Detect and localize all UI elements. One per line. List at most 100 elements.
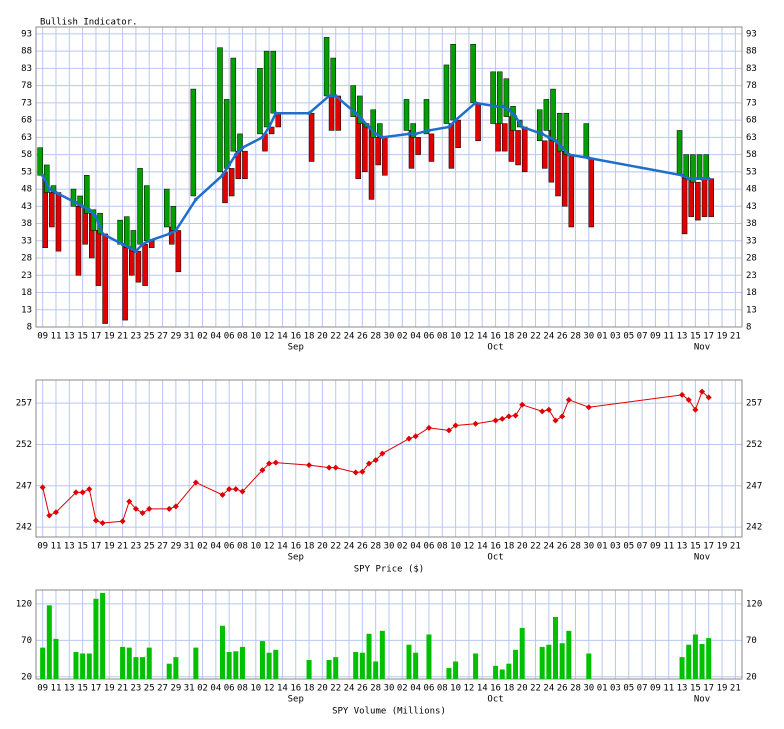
indicator-point	[80, 204, 85, 209]
x-tick-label: 11	[663, 542, 674, 552]
x-tick-label: 14	[277, 332, 288, 342]
green-bar	[696, 154, 703, 179]
x-tick-label: 13	[677, 684, 688, 694]
price-point	[512, 412, 519, 419]
green-bar	[330, 57, 336, 97]
price-point	[219, 491, 226, 498]
price-point	[146, 505, 153, 512]
indicator-point	[427, 128, 431, 133]
x-tick-label: 13	[677, 332, 688, 342]
volume-bar	[559, 643, 565, 679]
volume-bar	[359, 652, 365, 679]
x-tick-label: 11	[663, 332, 674, 342]
y-tick-label: 53	[21, 167, 32, 177]
green-bar	[583, 123, 590, 159]
x-tick-label: 22	[330, 332, 341, 342]
y-tick-label: 257	[16, 399, 32, 409]
indicator-point	[473, 101, 478, 105]
green-bar	[137, 168, 143, 245]
x-tick-label: 04	[210, 332, 221, 342]
volume-bar	[546, 644, 552, 679]
green-bar	[217, 47, 223, 173]
x-tick-label: 08	[437, 542, 448, 552]
indicator-point	[194, 197, 198, 202]
price-point	[692, 406, 699, 413]
red-bar	[102, 233, 108, 324]
indicator-point	[686, 176, 691, 181]
green-bar	[510, 106, 516, 131]
indicator-point	[587, 156, 591, 160]
volume-bar	[553, 616, 559, 679]
red-bar	[75, 206, 82, 276]
x-tick-label: 21	[117, 332, 128, 342]
y-tick-label: 13	[21, 305, 32, 315]
x-tick-label: 10	[450, 542, 461, 552]
price-point	[505, 413, 512, 420]
price-point	[412, 433, 419, 440]
x-tick-label: 20	[517, 684, 528, 694]
x-tick-label: 26	[557, 332, 568, 342]
volume-bar	[259, 641, 265, 679]
volume-bar	[193, 647, 199, 679]
x-tick-label: 11	[663, 684, 674, 694]
red-bar	[335, 95, 341, 131]
volume-bar	[506, 663, 512, 679]
x-tick-label: 29	[170, 684, 181, 694]
y-tick-label: 8	[746, 323, 751, 333]
x-tick-label: 30	[583, 332, 594, 342]
x-tick-label: 06	[424, 332, 435, 342]
price-point	[332, 464, 339, 471]
x-tick-label: 30	[384, 542, 395, 552]
x-tick-label: 25	[144, 542, 155, 552]
x-tick-label: 29	[170, 542, 181, 552]
x-tick-label: 28	[570, 684, 581, 694]
indicator-point	[553, 138, 558, 143]
indicator-point	[227, 163, 231, 167]
price-point	[519, 401, 526, 408]
x-tick-label: 30	[384, 332, 395, 342]
price-point	[445, 427, 452, 434]
x-tick-label: 09	[37, 684, 48, 694]
y-tick-label: 18	[21, 288, 32, 298]
green-bar	[323, 37, 330, 97]
y-tick-label: 43	[746, 202, 757, 212]
volume-bar	[93, 598, 99, 679]
volume-bar	[133, 657, 139, 679]
x-tick-label: 17	[91, 542, 102, 552]
x-tick-label: 26	[357, 542, 368, 552]
x-tick-label: 04	[410, 684, 421, 694]
y-tick-label: 93	[746, 29, 757, 39]
x-tick-label: 05	[623, 332, 634, 342]
x-tick-label: 20	[517, 542, 528, 552]
indicator-point	[447, 125, 451, 129]
price-point	[679, 391, 686, 398]
green-bar	[410, 123, 416, 138]
price-point	[166, 505, 173, 512]
volume-bar	[473, 653, 479, 679]
x-tick-label: 27	[157, 332, 168, 342]
x-tick-label: 16	[290, 542, 301, 552]
x-tick-label: 19	[717, 332, 728, 342]
x-tick-label: 18	[503, 332, 514, 342]
x-tick-label: 01	[597, 332, 608, 342]
x-tick-label: 28	[370, 684, 381, 694]
x-tick-label: 26	[557, 684, 568, 694]
volume-bar	[273, 649, 279, 679]
x-tick-label: 24	[543, 332, 554, 342]
volume-bar	[566, 630, 572, 679]
x-tick-label: 04	[210, 542, 221, 552]
price-point	[272, 459, 279, 466]
volume-bar	[366, 633, 372, 679]
green-bar	[470, 43, 476, 104]
x-tick-label: 04	[210, 684, 221, 694]
x-tick-label: 08	[237, 684, 248, 694]
y-tick-label: 83	[746, 64, 757, 74]
x-tick-label: 15	[690, 542, 701, 552]
x-tick-label: 07	[637, 684, 648, 694]
x-tick-label: 03	[610, 332, 621, 342]
green-bar	[676, 130, 683, 176]
x-tick-label: 24	[344, 542, 355, 552]
volume-bar	[493, 665, 499, 679]
green-bar	[123, 216, 130, 248]
volume-bar	[226, 652, 232, 679]
